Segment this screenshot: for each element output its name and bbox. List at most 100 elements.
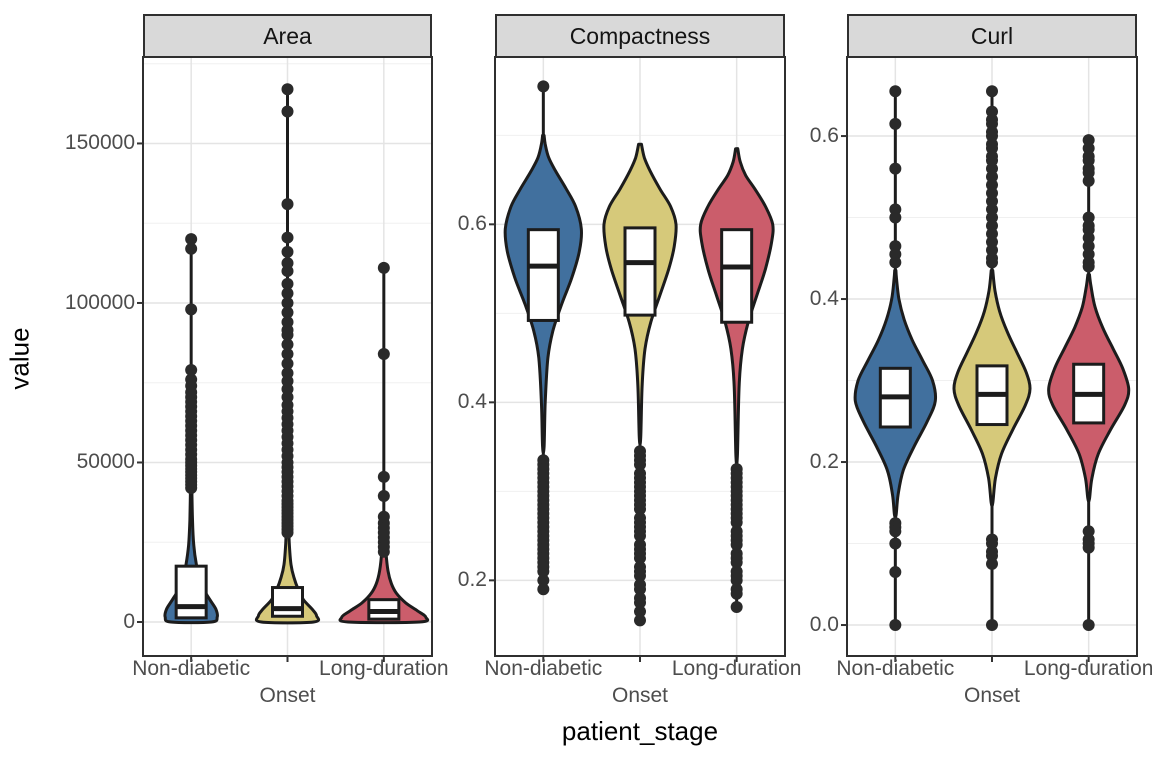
outlier-dot xyxy=(730,516,743,529)
x-tick-label: Onset xyxy=(259,684,316,707)
outlier-dot xyxy=(185,242,198,255)
facet-strip-title: Compactness xyxy=(569,22,711,49)
y-axis-title: value xyxy=(4,327,35,390)
outlier-dot xyxy=(281,348,294,361)
outlier-dot xyxy=(730,574,743,587)
y-tick-label: 150000 xyxy=(64,131,135,155)
outlier-dot xyxy=(281,257,294,270)
outlier-dot xyxy=(281,277,294,290)
outlier-dot xyxy=(634,503,646,516)
outlier-dot xyxy=(281,105,294,118)
facet-panel-compactness xyxy=(489,56,786,662)
outlier-dot xyxy=(185,363,198,376)
outlier-dot xyxy=(1082,541,1095,554)
violin-shape xyxy=(254,476,321,625)
facet-strip: Area xyxy=(143,14,432,58)
outlier-dot xyxy=(889,566,902,579)
outlier-dot xyxy=(634,605,646,618)
outlier-dot xyxy=(281,245,294,258)
y-tick-label: 0.2 xyxy=(809,450,839,474)
box xyxy=(526,228,560,322)
facet-strip: Compactness xyxy=(495,14,785,58)
outlier-dot xyxy=(377,348,390,361)
box xyxy=(271,586,304,618)
violin-shape xyxy=(338,524,430,625)
outlier-dot xyxy=(889,537,902,550)
outlier-dot xyxy=(281,316,294,329)
facet-panel-curl xyxy=(841,56,1138,662)
outlier-dot xyxy=(889,211,902,224)
outlier-dot xyxy=(377,489,390,502)
outlier-dot xyxy=(185,303,198,316)
outlier-dot xyxy=(377,510,390,523)
outlier-dot xyxy=(889,525,902,538)
outlier-dot xyxy=(889,85,902,98)
x-tick-label: Long-duration xyxy=(319,657,449,680)
outlier-dot xyxy=(1082,174,1095,187)
outlier-dot xyxy=(281,231,294,244)
outlier-dot xyxy=(281,198,294,211)
outlier-dot xyxy=(889,256,902,269)
outlier-dot xyxy=(281,296,294,309)
box xyxy=(720,228,754,324)
outlier-dot xyxy=(986,557,998,570)
outlier-dot xyxy=(634,583,646,596)
y-tick-label: 0.4 xyxy=(457,390,487,414)
outlier-dot xyxy=(986,256,998,269)
x-tick-label: Long-duration xyxy=(1023,657,1152,680)
facet-strip: Curl xyxy=(847,14,1137,58)
y-tick-label: 0.0 xyxy=(809,613,839,637)
outlier-dot xyxy=(281,287,294,300)
outlier-dot xyxy=(537,80,550,93)
facet-panel-area xyxy=(137,56,433,662)
outlier-dot xyxy=(281,83,294,96)
outlier-dot xyxy=(1082,260,1095,273)
outlier-dot xyxy=(634,569,646,582)
x-axis-title: patient_stage xyxy=(561,716,719,746)
outlier-dot xyxy=(185,373,198,386)
outlier-dot xyxy=(281,367,294,380)
y-tick-label: 0 xyxy=(123,609,135,633)
outlier-dot xyxy=(1082,619,1095,632)
outlier-dot xyxy=(281,357,294,370)
outlier-dot xyxy=(537,574,550,587)
outlier-dot xyxy=(377,261,390,274)
y-tick-label: 0.2 xyxy=(457,568,487,592)
facet-strip-title: Curl xyxy=(970,22,1014,49)
outlier-dot xyxy=(537,565,550,578)
outlier-dot xyxy=(889,162,902,175)
box xyxy=(623,226,657,317)
outlier-dot xyxy=(281,306,294,319)
x-tick-label: Onset xyxy=(963,684,1021,707)
y-tick-label: 0.6 xyxy=(457,212,487,236)
outlier-dot xyxy=(889,619,902,632)
y-tick-label: 50000 xyxy=(76,450,135,474)
x-tick-label: Onset xyxy=(611,684,669,707)
outlier-dot xyxy=(185,233,198,246)
x-tick-label: Non-diabetic xyxy=(484,657,603,680)
outlier-dot xyxy=(281,338,294,351)
outlier-dot xyxy=(634,614,646,627)
outlier-dot xyxy=(730,538,743,551)
x-tick-label: Non-diabetic xyxy=(836,657,955,680)
outlier-dot xyxy=(634,529,646,542)
outlier-dot xyxy=(986,619,998,632)
facet-strip-title: Area xyxy=(263,22,312,49)
y-tick-label: 0.6 xyxy=(809,124,839,148)
outlier-dot xyxy=(730,556,743,569)
outlier-dot xyxy=(634,596,646,609)
outlier-dot xyxy=(377,470,390,483)
box xyxy=(174,564,208,620)
outlier-dot xyxy=(730,601,743,614)
outlier-dot xyxy=(537,583,550,596)
outlier-dot xyxy=(730,587,743,600)
y-tick-label: 0.4 xyxy=(809,287,839,311)
outlier-dot xyxy=(889,117,902,130)
y-tick-label: 100000 xyxy=(64,290,135,314)
outlier-dot xyxy=(634,458,646,471)
outlier-dot xyxy=(986,85,998,98)
x-tick-label: Long-duration xyxy=(671,657,802,680)
outlier-dot xyxy=(634,552,646,565)
x-tick-label: Non-diabetic xyxy=(132,657,251,680)
